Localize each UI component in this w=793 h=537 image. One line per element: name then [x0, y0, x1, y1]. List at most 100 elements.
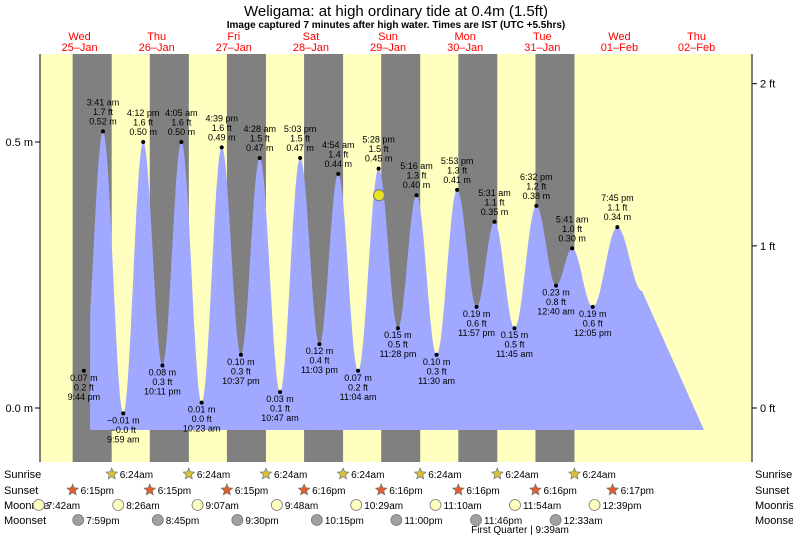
extreme-point — [141, 140, 146, 144]
high-tide-label: 5:16 am — [400, 161, 433, 171]
low-tide-label: 0.5 ft — [388, 340, 409, 350]
moonrise-row-label-right: Moonrise — [755, 500, 793, 512]
sunset-star-icon — [297, 483, 311, 496]
day-of-week-label: Mon — [454, 31, 475, 43]
moonrise-time: 12:39pm — [603, 501, 642, 512]
moonrise-time: 8:26am — [126, 501, 159, 512]
y-tick-label-m: 0.5 m — [5, 137, 33, 149]
tide-extremes: 0.07 m0.2 ft9:44 pm3:41 am1.7 ft0.52 m−0… — [68, 97, 634, 444]
date-label: 28–Jan — [293, 42, 329, 54]
high-tide-label: 1.0 ft — [562, 224, 583, 234]
low-tide-label: 0.03 m — [266, 394, 294, 404]
extreme-point — [434, 352, 439, 357]
extreme-point — [100, 129, 105, 134]
moonset-moon-icon — [390, 514, 403, 526]
high-tide-label: 0.45 m — [365, 154, 393, 164]
high-tide-label: 1.5 ft — [290, 133, 311, 143]
low-tide-label: −0.0 ft — [111, 425, 137, 435]
low-tide-label: 0.3 ft — [231, 366, 252, 376]
sunset-star-icon — [143, 483, 157, 496]
chart-subtitle: Image captured 7 minutes after high wate… — [227, 20, 566, 31]
date-label: 27–Jan — [216, 42, 252, 54]
sunrise-time: 6:24am — [582, 470, 615, 481]
sunset-time: 6:16pm — [312, 486, 345, 497]
extreme-point — [199, 400, 204, 405]
low-tide-label: 0.1 ft — [270, 404, 291, 414]
moonset-time: 11:00pm — [404, 516, 442, 527]
high-tide-label: 7:45 pm — [601, 193, 634, 203]
extreme-point — [121, 411, 126, 416]
sunset-star-icon — [528, 483, 542, 496]
high-tide-label: 1.6 ft — [212, 123, 233, 133]
low-tide-label: 0.08 m — [149, 367, 177, 377]
high-tide-label: 0.47 m — [246, 143, 274, 153]
sunset-time: 6:15pm — [158, 486, 191, 497]
sunset-time: 6:15pm — [235, 486, 268, 497]
high-tide-label: 0.49 m — [208, 132, 236, 142]
y-tick-label-ft: 1 ft — [760, 241, 775, 253]
extreme-point — [395, 326, 400, 331]
low-tide-label: 0.15 m — [501, 330, 529, 340]
date-label: 30–Jan — [447, 42, 483, 54]
low-tide-label: 10:11 pm — [144, 386, 181, 396]
moonset-time: 8:45pm — [166, 516, 199, 527]
extreme-point — [356, 368, 361, 373]
extreme-point — [615, 225, 620, 230]
low-tide-label: 0.10 m — [227, 357, 255, 367]
date-label: 25–Jan — [62, 42, 98, 54]
low-tide-label: 11:04 am — [340, 392, 377, 402]
high-tide-label: 4:54 am — [322, 140, 355, 150]
low-tide-label: 0.19 m — [579, 309, 607, 319]
date-label: 01–Feb — [601, 42, 638, 54]
low-tide-label: 0.3 ft — [427, 366, 448, 376]
extreme-point — [257, 155, 262, 160]
day-of-week-label: Sat — [303, 31, 320, 43]
almanac-rows: Sunrise Sunrise 6:24am 6:24am 6:24am 6:24am 6:… — [4, 467, 793, 536]
low-tide-label: 10:37 pm — [222, 376, 260, 386]
sunset-star-icon — [451, 483, 465, 496]
moonset-moon-icon — [470, 514, 482, 526]
high-tide-label: 4:12 pm — [127, 108, 160, 118]
low-tide-label: 0.5 ft — [505, 340, 526, 350]
extreme-point — [590, 304, 595, 309]
extreme-point — [238, 352, 243, 357]
moonrise-moon-icon — [350, 499, 363, 511]
high-tide-label: 0.30 m — [558, 233, 586, 243]
sunrise-star-icon — [182, 467, 196, 480]
moonset-moon-icon — [310, 514, 323, 526]
moonrise-time: 11:54am — [523, 501, 561, 512]
moonset-moon-icon — [151, 514, 164, 526]
high-tide-label: 5:28 pm — [362, 135, 395, 145]
sunrise-star-icon — [105, 467, 119, 480]
high-tide-label: 1.4 ft — [328, 149, 349, 159]
chart-title: Weligama: at high ordinary tide at 0.4m … — [244, 3, 548, 20]
moonset-time: 12:33am — [564, 516, 603, 527]
high-tide-label: 6:32 pm — [520, 172, 553, 182]
sunrise-star-icon — [490, 467, 504, 480]
high-tide-label: 1.6 ft — [133, 118, 154, 128]
high-tide-label: 1.1 ft — [484, 197, 505, 207]
low-tide-label: 9:44 pm — [68, 392, 101, 402]
sunrise-time: 6:24am — [120, 470, 153, 481]
moonrise-moon-icon — [429, 499, 442, 511]
low-tide-label: 11:57 pm — [458, 328, 495, 338]
moonset-moon-icon — [231, 514, 244, 526]
day-of-week-label: Fri — [227, 31, 240, 43]
high-tide-label: 5:03 pm — [284, 124, 317, 134]
sunrise-row-label: Sunrise — [4, 469, 41, 481]
y-tick-label-m: 0.0 m — [5, 403, 33, 415]
sunset-time: 6:15pm — [81, 486, 114, 497]
low-tide-label: 0.07 m — [70, 373, 98, 383]
high-tide-label: 0.44 m — [324, 159, 352, 169]
low-tide-label: 11:45 am — [496, 349, 533, 359]
extreme-point — [160, 363, 165, 368]
sunset-time: 6:16pm — [543, 486, 576, 497]
low-tide-label: 0.01 m — [188, 405, 216, 415]
moonset-time: 11:46pm — [484, 516, 522, 527]
sunset-time: 6:16pm — [466, 486, 499, 497]
current-tide-marker — [373, 189, 386, 202]
high-tide-label: 1.6 ft — [171, 118, 192, 128]
high-tide-label: 0.38 m — [523, 191, 551, 201]
extreme-point — [554, 283, 559, 288]
low-tide-label: 0.10 m — [423, 357, 451, 367]
